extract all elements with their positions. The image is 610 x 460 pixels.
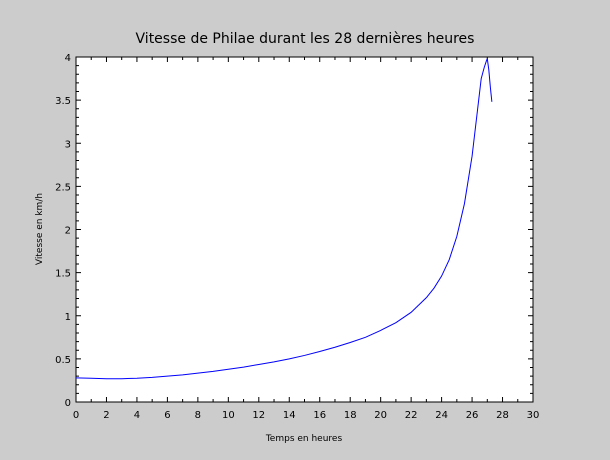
minor-ticks (76, 57, 533, 402)
x-axis-label: Temps en heures (265, 434, 343, 444)
x-tick-label: 24 (435, 410, 448, 421)
plot-area (75, 56, 534, 403)
y-tick-label: 2.5 (55, 182, 71, 193)
y-tick-label: 1 (65, 312, 71, 323)
y-tick-label: 3 (65, 139, 71, 150)
y-axis-label: Vitesse en km/h (35, 193, 45, 265)
x-tick-label: 10 (222, 410, 235, 421)
x-tick-label: 28 (496, 410, 509, 421)
x-tick-label: 8 (195, 410, 201, 421)
y-tick-label: 0.5 (55, 355, 71, 366)
x-tick-label: 22 (405, 410, 418, 421)
x-tick-label: 14 (283, 410, 296, 421)
x-tick-label: 30 (527, 410, 540, 421)
y-tick-label: 3.5 (55, 96, 71, 107)
x-tick-label: 26 (466, 410, 479, 421)
x-tick-label: 12 (252, 410, 265, 421)
series-line (75, 56, 493, 380)
x-axis: 0 2 4 6 8 10 12 14 16 18 20 22 24 26 28 30 (73, 57, 540, 421)
x-tick-label: 20 (374, 410, 387, 421)
x-tick-label: 18 (344, 410, 357, 421)
x-tick-label: 4 (134, 410, 140, 421)
chart-title: Vitesse de Philae durant les 28 dernière… (136, 31, 475, 47)
y-tick-label: 4 (65, 53, 71, 64)
y-tick-label: 1.5 (55, 269, 71, 280)
x-tick-label: 16 (313, 410, 326, 421)
x-tick-label: 0 (73, 410, 79, 421)
y-axis: 0 0.5 1 1.5 2 2.5 3 3.5 4 (55, 53, 533, 409)
x-tick-label: 6 (164, 410, 170, 421)
y-tick-label: 0 (65, 398, 71, 409)
x-tick-label: 2 (103, 410, 109, 421)
y-tick-label: 2 (65, 226, 71, 237)
